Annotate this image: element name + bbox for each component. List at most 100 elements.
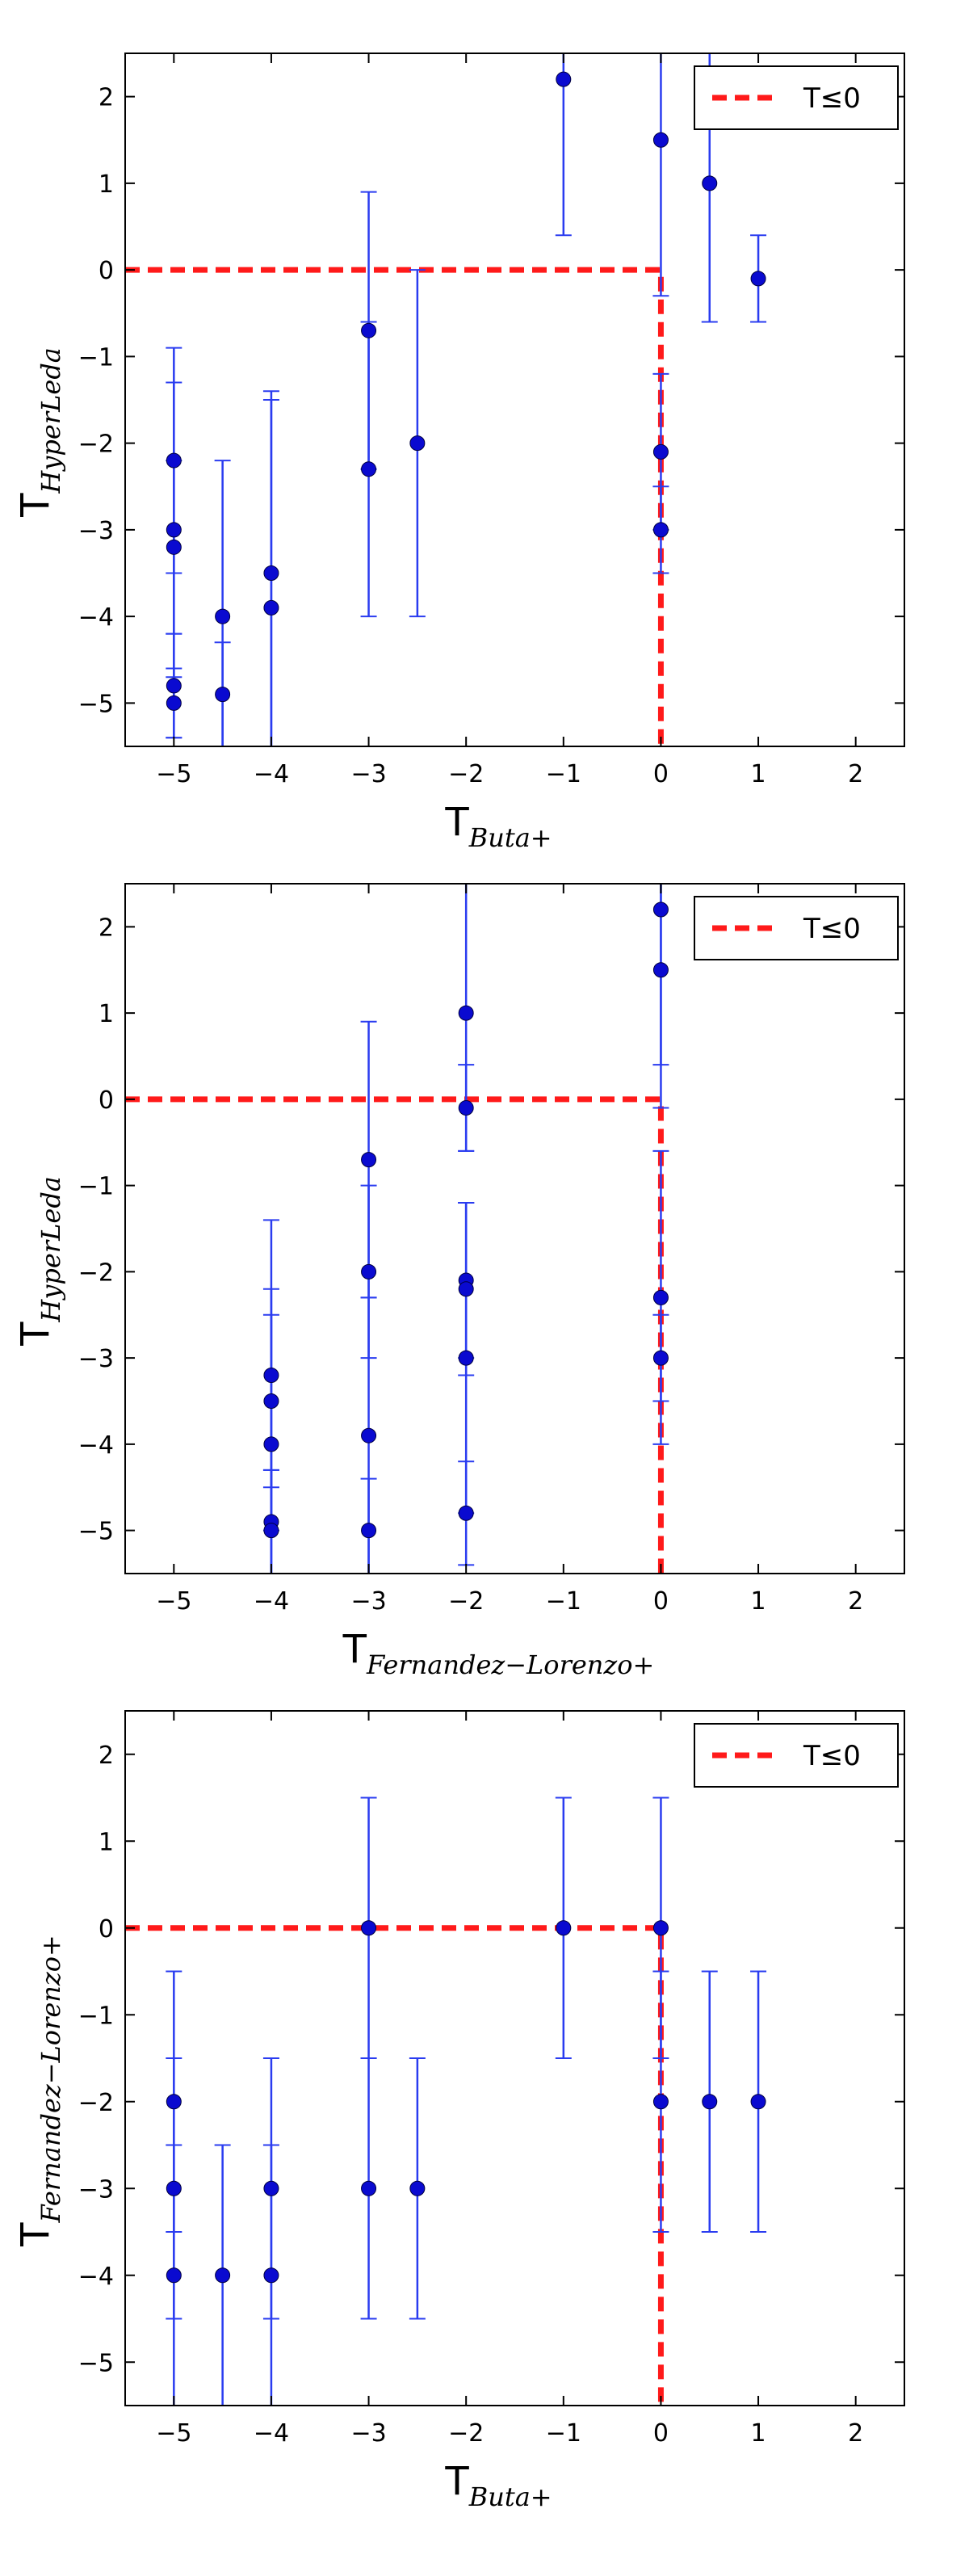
bottom-data-point-13 xyxy=(750,2094,766,2110)
bottom-data-point-7 xyxy=(361,2180,377,2196)
bottom-xtick-label: 1 xyxy=(751,2419,766,2448)
mid-data-point-5 xyxy=(361,1152,377,1168)
top-ytick-label: 0 xyxy=(99,257,114,285)
bottom-ytick-label: 0 xyxy=(99,1915,114,1944)
top-ytick-label: −4 xyxy=(78,603,114,632)
mid-data-point-12 xyxy=(458,1281,474,1297)
bottom-data-point-11 xyxy=(652,2094,669,2110)
bottom-ytick-label: 2 xyxy=(99,1742,114,1770)
mid-data-point-10 xyxy=(458,1100,474,1116)
mid-data-point-15 xyxy=(652,901,669,918)
bottom-data-point-3 xyxy=(215,2267,231,2284)
mid-data-point-0 xyxy=(263,1367,279,1383)
top-xtick-label: 2 xyxy=(848,760,863,788)
bottom-xtick-label: −4 xyxy=(254,2419,289,2448)
top-panel: −5 −4 −3 −2 −1 0 1 2 2 1 0 −1 −2 −3 −4 −5 TButa+ THyperLe… xyxy=(13,53,905,853)
mid-data-point-6 xyxy=(361,1263,377,1280)
top-data-point-4 xyxy=(166,695,182,711)
bottom-xtick-label: −3 xyxy=(350,2419,386,2448)
bottom-legend-label: T≤0 xyxy=(803,1740,861,1772)
top-ytick-label: −5 xyxy=(78,690,114,718)
top-xtick-label: −5 xyxy=(156,760,191,788)
mid-xtick-label: −2 xyxy=(448,1587,484,1616)
bottom-ytick-label: −1 xyxy=(78,2002,114,2030)
mid-data-point-17 xyxy=(652,1289,669,1305)
bottom-threshold-line xyxy=(125,1925,664,2406)
top-data-point-16 xyxy=(702,175,718,191)
bottom-legend-box xyxy=(694,1723,899,1788)
top-xtick-label: −3 xyxy=(350,760,386,788)
top-data-point-8 xyxy=(263,599,279,616)
top-data-point-14 xyxy=(652,443,669,460)
top-data-point-6 xyxy=(215,687,231,703)
top-xtick-label: −4 xyxy=(254,760,289,788)
mid-axes-frame xyxy=(124,883,905,1574)
mid-data-point-7 xyxy=(361,1427,377,1443)
bottom-ytick-label: −4 xyxy=(78,2263,114,2291)
bottom-y-axis-label: TFernandez−Lorenzo+ xyxy=(13,1935,66,2247)
bottom-xtick-label: −5 xyxy=(156,2419,191,2448)
mid-data-point-2 xyxy=(263,1436,279,1452)
bottom-data-point-12 xyxy=(702,2094,718,2110)
bottom-data-point-9 xyxy=(556,1920,572,1936)
top-data-point-5 xyxy=(215,608,231,624)
top-y-axis-label: THyperLeda xyxy=(13,347,66,518)
bottom-ytick-label: 1 xyxy=(99,1828,114,1856)
bottom-legend: T≤0 xyxy=(694,1723,899,1788)
mid-xtick-label: −4 xyxy=(254,1587,289,1616)
top-data-point-1 xyxy=(166,522,182,538)
mid-data-point-18 xyxy=(652,1350,669,1366)
mid-x-axis-label: TFernandez−Lorenzo+ xyxy=(342,1627,655,1680)
bottom-panel: −5 −4 −3 −2 −1 0 1 2 2 1 0 −1 −2 −3 −4 −5 TButa+ TFernand… xyxy=(13,1710,905,2512)
mid-ytick-label: 2 xyxy=(99,914,114,942)
top-x-axis-label: TButa+ xyxy=(444,800,552,853)
mid-xtick-label: −3 xyxy=(350,1587,386,1616)
bottom-data-point-1 xyxy=(166,2180,182,2196)
mid-ytick-label: −2 xyxy=(78,1259,114,1287)
bottom-axes-frame xyxy=(124,1710,905,2406)
top-legend-box xyxy=(694,65,899,130)
mid-data-point-1 xyxy=(263,1393,279,1409)
mid-data-point-8 xyxy=(361,1523,377,1539)
top-data-point-15 xyxy=(652,522,669,538)
top-data-point-17 xyxy=(750,271,766,287)
top-data-point-3 xyxy=(166,678,182,694)
top-data-point-0 xyxy=(166,452,182,469)
bottom-data-point-2 xyxy=(166,2267,182,2284)
bottom-data-point-10 xyxy=(652,1920,669,1936)
top-data-point-7 xyxy=(263,565,279,581)
top-legend-label: T≤0 xyxy=(803,82,861,115)
bottom-xtick-label: 0 xyxy=(653,2419,669,2448)
mid-data-point-14 xyxy=(458,1505,474,1521)
bottom-ytick-label: −3 xyxy=(78,2175,114,2204)
bottom-xtick-label: −1 xyxy=(546,2419,581,2448)
bottom-plot-area xyxy=(125,1796,767,2406)
top-data-point-2 xyxy=(166,539,182,555)
mid-y-axis-label: THyperLeda xyxy=(13,1176,66,1347)
mid-legend-label: T≤0 xyxy=(803,913,861,945)
top-data-point-9 xyxy=(361,322,377,338)
top-legend: T≤0 xyxy=(694,65,899,130)
top-xtick-label: 1 xyxy=(751,760,766,788)
top-ytick-label: −1 xyxy=(78,343,114,372)
top-data-point-13 xyxy=(652,132,669,148)
bottom-xtick-label: 2 xyxy=(848,2419,863,2448)
bottom-ytick-label: −5 xyxy=(78,2349,114,2377)
mid-xtick-label: 2 xyxy=(848,1587,863,1616)
top-ytick-label: 2 xyxy=(99,84,114,112)
top-data-point-10 xyxy=(361,461,377,477)
mid-data-point-13 xyxy=(458,1350,474,1366)
top-axes-frame xyxy=(124,53,905,747)
bottom-data-point-5 xyxy=(263,2267,279,2284)
mid-xtick-label: 1 xyxy=(751,1587,766,1616)
top-ytick-label: −3 xyxy=(78,517,114,545)
mid-data-point-16 xyxy=(652,962,669,978)
mid-ytick-label: −5 xyxy=(78,1518,114,1546)
mid-legend-box xyxy=(694,896,899,960)
top-xtick-label: 0 xyxy=(653,760,669,788)
top-data-point-11 xyxy=(409,435,426,452)
mid-threshold-line xyxy=(125,1096,664,1574)
mid-plot-area xyxy=(125,884,669,1574)
bottom-x-axis-label: TButa+ xyxy=(444,2459,552,2512)
mid-xtick-label: −5 xyxy=(156,1587,191,1616)
